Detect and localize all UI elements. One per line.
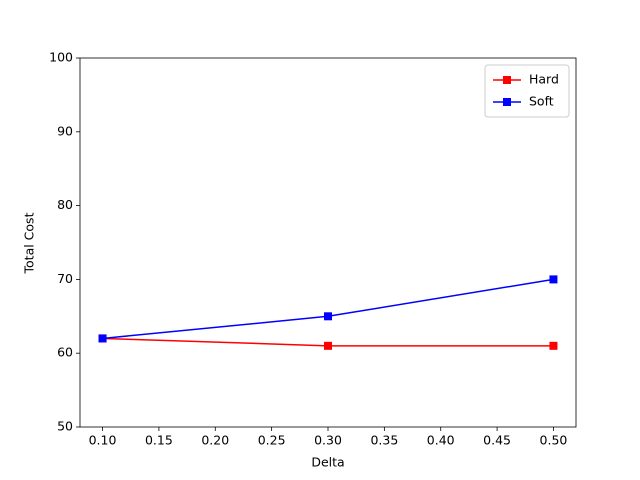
x-tick-label: 0.40	[427, 433, 455, 448]
x-tick-label: 0.20	[201, 433, 229, 448]
y-tick-label: 80	[57, 197, 73, 212]
legend-marker	[503, 98, 511, 106]
y-tick-label: 100	[49, 50, 73, 65]
marker	[324, 341, 332, 350]
x-tick-label: 0.15	[145, 433, 173, 448]
y-tick-label: 60	[57, 345, 73, 360]
x-tick-label: 0.35	[370, 433, 398, 448]
plot-frame	[79, 57, 577, 428]
legend-label: Hard	[529, 72, 559, 87]
series-line	[102, 278, 554, 340]
marker	[549, 341, 558, 350]
marker	[549, 275, 558, 284]
x-tick-label: 0.50	[540, 433, 568, 448]
legend-marker	[503, 76, 511, 84]
y-axis-label: Total Cost	[22, 212, 37, 274]
marker	[98, 334, 107, 343]
legend-label: Soft	[529, 94, 554, 109]
x-tick-label: 0.25	[258, 433, 286, 448]
x-axis-label: Delta	[311, 455, 344, 470]
y-tick-label: 90	[57, 123, 73, 138]
y-tick-label: 70	[57, 271, 73, 286]
x-tick-label: 0.30	[314, 433, 342, 448]
x-tick-label: 0.10	[89, 433, 117, 448]
y-tick-label: 50	[57, 419, 73, 434]
marker	[324, 312, 332, 321]
x-tick-label: 0.45	[483, 433, 511, 448]
